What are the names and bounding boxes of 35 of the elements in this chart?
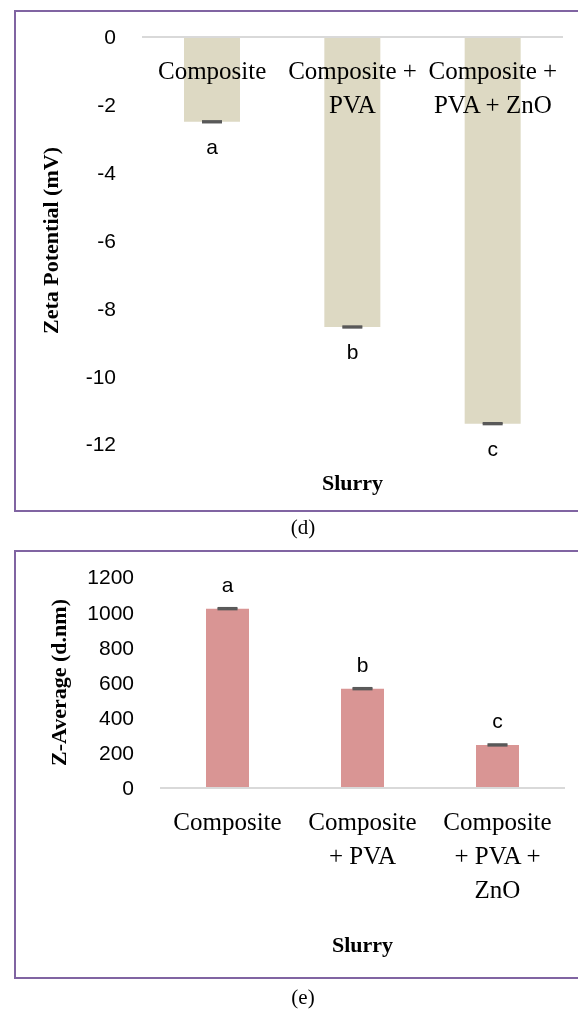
y-tick-label: 600 <box>98 670 134 694</box>
y-tick-label: -8 <box>97 296 116 320</box>
x-tick-label: Composite + PVA + ZnO <box>428 57 558 118</box>
y-tick-label: 800 <box>98 635 134 659</box>
x-tick-label: Composite <box>173 808 282 835</box>
x-tick-label: Composite + PVA <box>308 808 417 869</box>
bar <box>476 744 519 788</box>
x-tick-label: Composite <box>157 57 267 84</box>
annotation: a <box>206 134 219 158</box>
y-tick-label: -4 <box>97 161 117 185</box>
annotation: a <box>221 572 234 596</box>
text: (d) <box>289 515 317 540</box>
y-tick-label: 400 <box>98 706 134 730</box>
y-tick-label: 200 <box>98 741 134 765</box>
x-axis-title: Slurry <box>320 470 385 496</box>
text: (e) <box>290 985 316 1010</box>
bar <box>341 688 384 788</box>
annotation: b <box>356 652 369 676</box>
y-tick-label: -2 <box>97 93 116 117</box>
x-tick-label: Composite + PVA + ZnO <box>443 808 552 903</box>
x-axis-title: Slurry <box>330 932 395 958</box>
y-tick-label: -12 <box>85 432 116 456</box>
y-axis-title: Zeta Potential (mV) <box>37 147 63 334</box>
y-tick-label: 1000 <box>87 600 134 624</box>
bar <box>206 608 249 788</box>
annotation: b <box>346 339 359 363</box>
y-tick-label: 0 <box>122 776 134 800</box>
x-tick-label: Composite + PVA <box>288 57 417 118</box>
y-tick-label: -10 <box>85 364 116 388</box>
annotation: c <box>487 436 499 460</box>
y-tick-label: -6 <box>97 228 116 252</box>
y-tick-label: 1200 <box>87 565 134 589</box>
y-tick-label: 0 <box>104 25 116 49</box>
y-axis-title: Z-Average (d.nm) <box>45 599 71 766</box>
annotation: c <box>492 708 503 732</box>
